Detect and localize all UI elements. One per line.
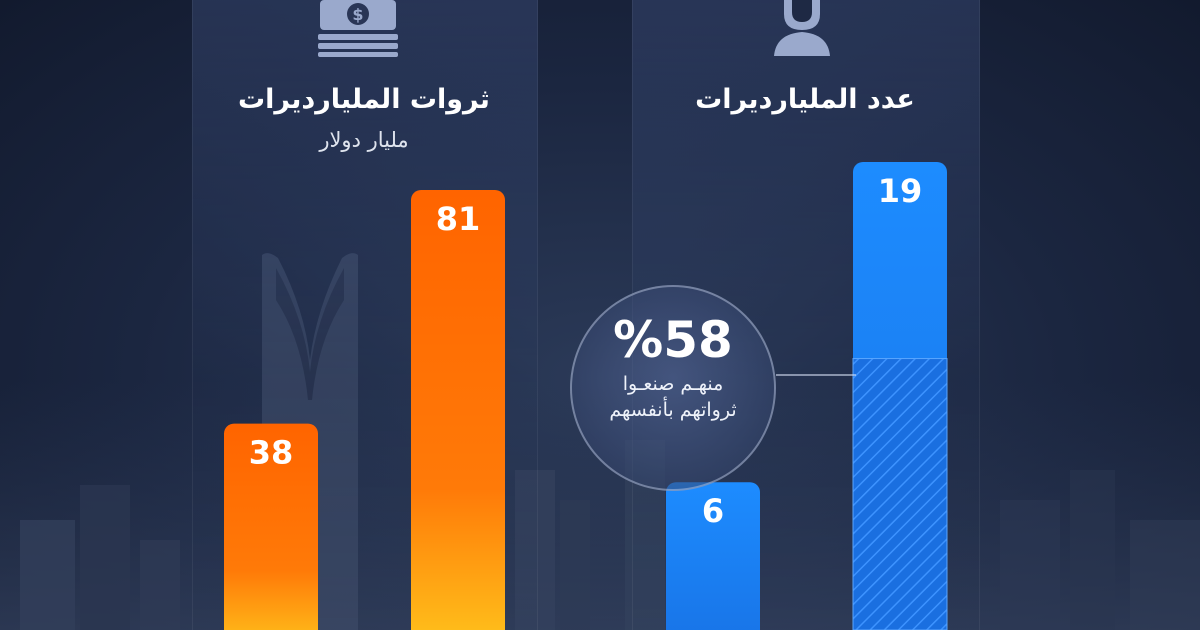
money-stack-icon: $ — [318, 0, 398, 57]
svg-text:$: $ — [352, 5, 363, 24]
wealth-bar-1 — [411, 190, 505, 630]
wealth-bar-0 — [224, 423, 318, 630]
self-made-share-segment — [852, 358, 948, 630]
annotation-connector — [776, 374, 856, 376]
self-made-annotation: %58 منهـم صنعـوا ثرواتهم بأنفسهم — [570, 285, 776, 491]
count-value-label-0: 6 — [702, 492, 724, 530]
wealth-chart-subtitle: مليار دولار — [319, 128, 409, 152]
self-made-percent: %58 — [613, 311, 733, 369]
wealth-value-label-1: 81 — [436, 200, 481, 238]
count-chart-title: عدد المليارديرات — [695, 84, 915, 115]
count-value-label-1: 19 — [878, 172, 923, 210]
self-made-line2: ثرواتهم بأنفسهم — [609, 399, 737, 421]
person-icon — [774, 0, 830, 56]
self-made-line1: منهـم صنعـوا — [622, 373, 724, 395]
wealth-value-label-0: 38 — [249, 434, 294, 472]
wealth-chart-title: ثروات المليارديرات — [238, 84, 490, 115]
count-bar-0 — [666, 482, 760, 630]
